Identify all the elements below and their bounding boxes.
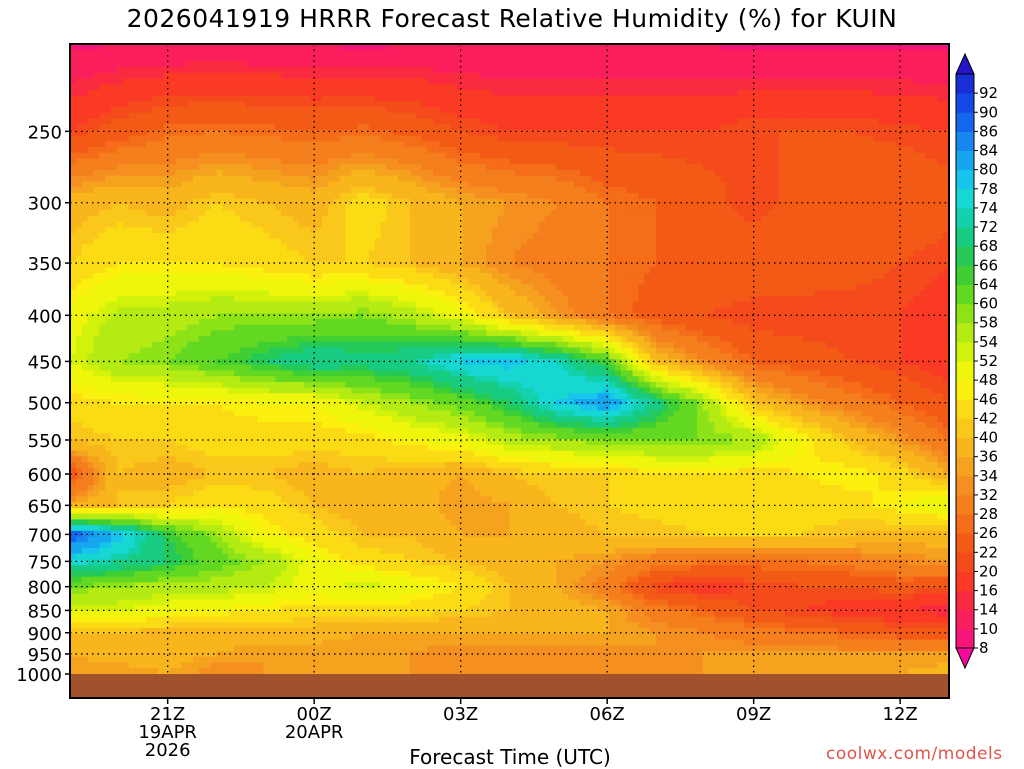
colorbar-label: 86 xyxy=(979,122,998,140)
colorbar-label: 22 xyxy=(979,543,998,561)
y-tick-label: 350 xyxy=(28,254,62,275)
colorbar-label: 48 xyxy=(979,371,998,389)
y-tick-label: 250 xyxy=(28,122,62,143)
x-tick-sublabel: 2026 xyxy=(145,740,191,761)
colorbar-label: 52 xyxy=(979,352,998,370)
colorbar-segment xyxy=(956,265,974,285)
colorbar-segment xyxy=(956,189,974,209)
colorbar-label: 28 xyxy=(979,505,998,523)
colorbar-segment xyxy=(956,246,974,266)
colorbar-label: 68 xyxy=(979,237,998,255)
colorbar-label: 90 xyxy=(979,103,998,121)
colorbar-segment xyxy=(956,571,974,591)
colorbar-segment xyxy=(956,495,974,515)
y-tick-label: 600 xyxy=(28,465,62,486)
y-axis: 2503003504004505005506006507007508008509… xyxy=(16,122,70,686)
colorbar-segment xyxy=(956,208,974,228)
colorbar-segment xyxy=(956,323,974,343)
colorbar: 8101416202226283234364042464852545860646… xyxy=(956,54,998,668)
colorbar-label: 42 xyxy=(979,409,998,427)
colorbar-segment xyxy=(956,438,974,458)
colorbar-label: 10 xyxy=(979,620,998,638)
colorbar-segment xyxy=(956,380,974,400)
colorbar-label: 60 xyxy=(979,295,998,313)
colorbar-segment xyxy=(956,170,974,190)
colorbar-segment xyxy=(956,476,974,496)
y-tick-label: 950 xyxy=(28,645,62,666)
colorbar-segment xyxy=(956,112,974,132)
colorbar-label: 36 xyxy=(979,448,998,466)
y-tick-label: 450 xyxy=(28,352,62,373)
colorbar-label: 58 xyxy=(979,314,998,332)
colorbar-segment xyxy=(956,361,974,381)
y-tick-label: 500 xyxy=(28,394,62,415)
colorbar-label: 72 xyxy=(979,218,998,236)
colorbar-segment xyxy=(956,629,974,649)
colorbar-label: 16 xyxy=(979,582,998,600)
x-tick-label: 09Z xyxy=(736,704,771,725)
colorbar-segment xyxy=(956,399,974,419)
colorbar-segment xyxy=(956,533,974,553)
colorbar-segment xyxy=(956,591,974,611)
colorbar-label: 92 xyxy=(979,84,998,102)
x-tick-label: 12Z xyxy=(883,704,918,725)
ground-band xyxy=(70,674,949,698)
colorbar-label: 8 xyxy=(979,639,989,657)
colorbar-label: 66 xyxy=(979,256,998,274)
y-tick-label: 900 xyxy=(28,624,62,645)
colorbar-label: 78 xyxy=(979,180,998,198)
colorbar-segment xyxy=(956,131,974,151)
colorbar-label: 54 xyxy=(979,333,998,351)
x-tick-label: 03Z xyxy=(443,704,478,725)
colorbar-segment xyxy=(956,227,974,247)
colorbar-segment xyxy=(956,418,974,438)
colorbar-max-arrow xyxy=(956,54,974,74)
colorbar-segment xyxy=(956,304,974,324)
y-tick-label: 300 xyxy=(28,194,62,215)
colorbar-label: 64 xyxy=(979,275,998,293)
colorbar-segment xyxy=(956,514,974,534)
colorbar-label: 40 xyxy=(979,429,998,447)
colorbar-segment xyxy=(956,74,974,94)
colorbar-min-arrow xyxy=(956,648,974,668)
colorbar-label: 84 xyxy=(979,142,998,160)
colorbar-segment xyxy=(956,284,974,304)
colorbar-segment xyxy=(956,457,974,477)
colorbar-label: 46 xyxy=(979,390,998,408)
colorbar-label: 74 xyxy=(979,199,998,217)
colorbar-label: 32 xyxy=(979,486,998,504)
y-tick-label: 650 xyxy=(28,496,62,517)
y-tick-label: 750 xyxy=(28,552,62,573)
colorbar-segment xyxy=(956,342,974,362)
x-tick-sublabel: 20APR xyxy=(285,722,344,743)
colorbar-label: 34 xyxy=(979,467,998,485)
y-tick-label: 1000 xyxy=(16,665,62,686)
x-axis-label: Forecast Time (UTC) xyxy=(340,745,680,769)
colorbar-label: 26 xyxy=(979,524,998,542)
y-tick-label: 550 xyxy=(28,431,62,452)
colorbar-segment xyxy=(956,93,974,113)
colorbar-segment xyxy=(956,151,974,171)
colorbar-label: 14 xyxy=(979,601,998,619)
y-tick-label: 700 xyxy=(28,525,62,546)
humidity-field xyxy=(70,44,950,675)
source-credit[interactable]: coolwx.com/models xyxy=(826,744,1003,764)
y-tick-label: 800 xyxy=(28,578,62,599)
colorbar-label: 80 xyxy=(979,161,998,179)
colorbar-segment xyxy=(956,610,974,630)
y-tick-label: 850 xyxy=(28,601,62,622)
colorbar-segment xyxy=(956,552,974,572)
y-tick-label: 400 xyxy=(28,306,62,327)
colorbar-label: 20 xyxy=(979,562,998,580)
x-tick-label: 06Z xyxy=(590,704,625,725)
